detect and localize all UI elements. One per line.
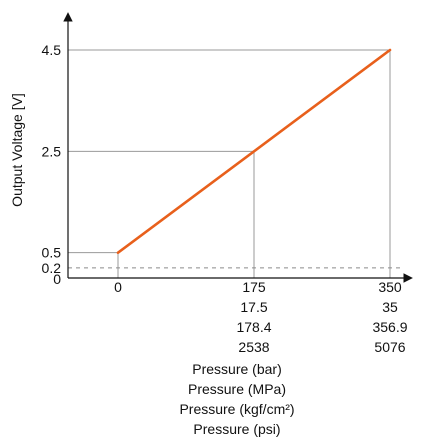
x-axis-label-1: Pressure (MPa) — [188, 381, 286, 397]
x-axis-label-0: Pressure (bar) — [192, 361, 281, 377]
y-tick-label-4: 4.5 — [42, 42, 62, 58]
guide-lines — [68, 49, 400, 278]
y-tick-label-0: 0 — [53, 271, 61, 287]
y-tick-label-2: 0.5 — [42, 245, 62, 261]
x-axis-label-2: Pressure (kgf/cm²) — [179, 401, 294, 417]
x-tick-label-1-3: 2538 — [238, 339, 269, 355]
x-tick-label-2-3: 5076 — [374, 339, 405, 355]
x-tick-label-2-0: 350 — [378, 279, 402, 295]
x-axis-labels: Pressure (bar) Pressure (MPa) Pressure (kg… — [179, 361, 294, 437]
y-tick-labels: 00.20.5 2.5 4.5 — [42, 42, 62, 287]
y-tick-label-3: 2.5 — [42, 143, 62, 159]
x-tick-label-0-0: 0 — [114, 279, 122, 295]
x-axis-label-3: Pressure (psi) — [193, 421, 280, 437]
x-tick-label-2-1: 35 — [382, 299, 398, 315]
x-tick-labels: 0 175 17.5 178.4 2538 350 35 356.9 5076 — [114, 279, 408, 355]
y-tick-label-1: 0.2 — [42, 260, 62, 276]
output-voltage-line — [116, 48, 392, 254]
y-axis-label: Output Voltage [V] — [9, 93, 25, 207]
x-tick-label-1-0: 175 — [242, 279, 266, 295]
x-tick-label-1-2: 178.4 — [236, 319, 271, 335]
x-tick-label-2-2: 356.9 — [372, 319, 407, 335]
x-tick-label-1-1: 17.5 — [240, 299, 267, 315]
